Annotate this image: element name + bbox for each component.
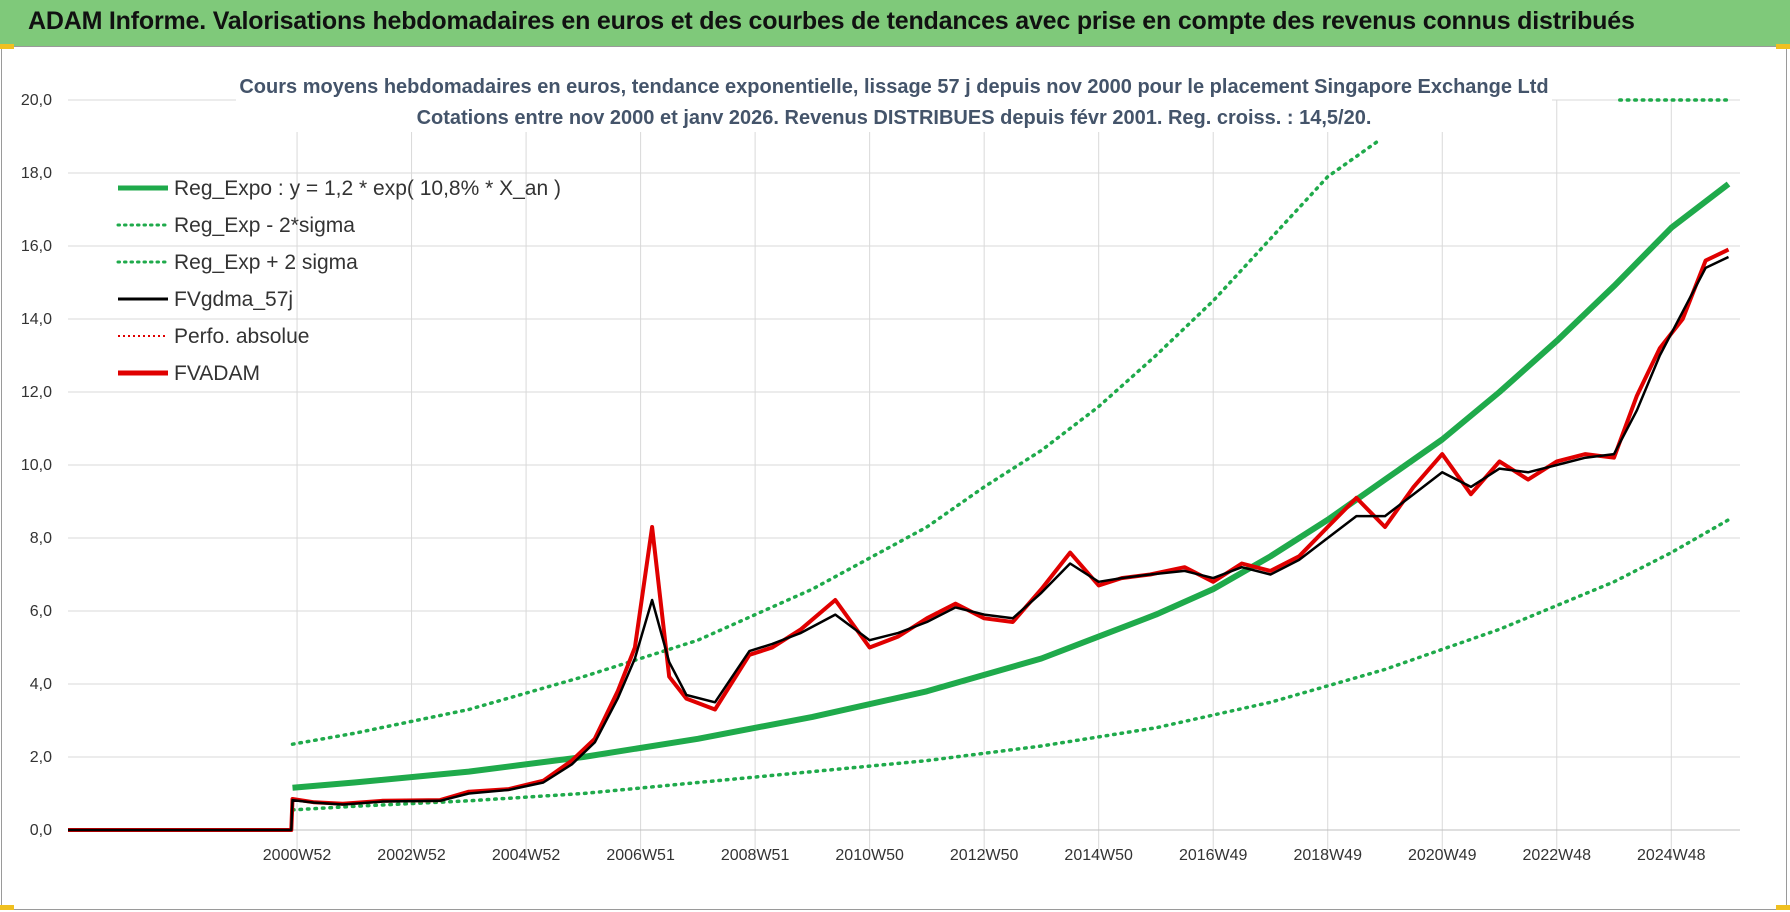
y-tick-label: 18,0 [21,165,52,182]
corner-marker [1776,905,1790,910]
corner-marker [1776,44,1790,49]
series-line-reg-expo [292,181,1731,791]
x-tick-label: 2020W49 [1408,847,1477,864]
x-tick-label: 2002W52 [377,847,446,864]
y-tick-label: 20,0 [21,92,52,109]
y-tick-label: 16,0 [21,238,52,255]
x-tick-label: 2010W50 [835,847,904,864]
y-tick-label: 0,0 [30,822,52,839]
chart-title-line-2: Cotations entre nov 2000 et janv 2026. R… [417,107,1372,129]
y-tick-label: 8,0 [30,530,52,547]
legend-label: Reg_Expo : y = 1,2 * exp( 10,8% * X_an ) [174,177,561,200]
legend: Reg_Expo : y = 1,2 * exp( 10,8% * X_an )… [116,177,561,385]
chart-title-line-1: Cours moyens hebdomadaires en euros, ten… [239,76,1548,98]
x-tick-label: 2016W49 [1179,847,1248,864]
x-tick-label: 2024W48 [1637,847,1706,864]
x-tick-label: 2022W48 [1523,847,1592,864]
series-line-perfo-absolue [68,248,1729,831]
legend-label: Reg_Exp + 2 sigma [174,251,358,274]
y-axis: 0,0 2,0 4,0 6,0 8,0 10,0 12,0 14,0 16,0 18,0 20,0 [21,92,52,839]
x-tick-label: 2008W51 [721,847,790,864]
y-tick-label: 14,0 [21,311,52,328]
series-line-fvadam [68,247,1730,832]
series-group [68,98,1731,832]
x-tick-label: 2004W52 [492,847,561,864]
y-tick-label: 6,0 [30,603,52,620]
grid [68,99,1740,860]
y-tick-label: 12,0 [21,384,52,401]
legend-label: FVADAM [174,362,260,385]
legend-label: FVgdma_57j [174,288,293,311]
report-title: ADAM Informe. Valorisations hebdomadaire… [28,7,1635,35]
y-tick-label: 4,0 [30,676,52,693]
x-axis: 2000W52 2002W52 2004W52 2006W51 2008W51 2010W… [263,847,1706,864]
legend-label: Perfo. absolue [174,325,309,348]
series-line-reg-exp-2-sigma [290,138,1382,746]
series-line-reg-exp-2-sigma [290,518,1731,812]
y-tick-label: 10,0 [21,457,52,474]
x-tick-label: 2012W50 [950,847,1019,864]
title-background [236,70,1552,132]
chart-title: Cours moyens hebdomadaires en euros, ten… [236,70,1552,132]
x-tick-label: 2006W51 [606,847,675,864]
x-tick-label: 2018W49 [1293,847,1362,864]
x-tick-label: 2000W52 [263,847,332,864]
y-tick-label: 2,0 [30,749,52,766]
corner-marker [0,44,14,49]
corner-marker [0,905,14,910]
report-banner: ADAM Informe. Valorisations hebdomadaire… [0,0,1790,46]
series-line-fvgdma-57j [68,255,1730,832]
legend-label: Reg_Exp - 2*sigma [174,214,355,237]
x-tick-label: 2014W50 [1064,847,1133,864]
chart-frame [1,46,1787,910]
